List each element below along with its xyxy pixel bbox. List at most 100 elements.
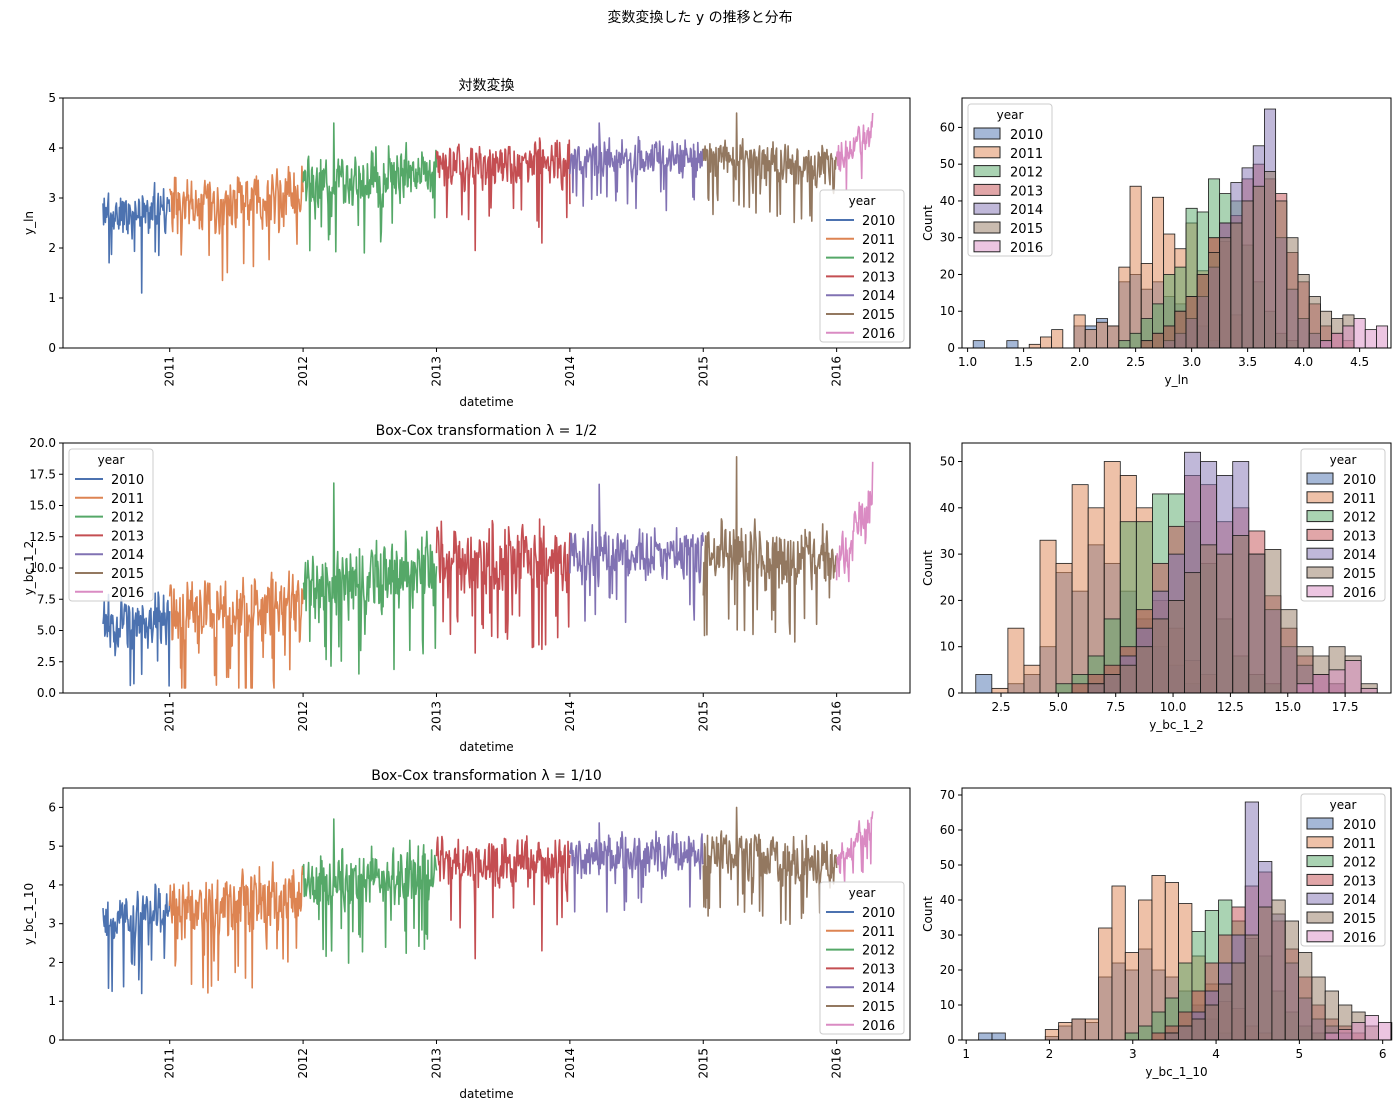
legend-title: year: [849, 194, 876, 208]
series-line-2011: [168, 570, 304, 689]
hist-bar-2016: [1360, 687, 1378, 694]
hist-bar-2015: [1311, 976, 1326, 1041]
x-axis-label: datetime: [459, 395, 513, 409]
line-axes-frame: [62, 97, 911, 349]
series-line-2013: [435, 137, 571, 252]
hist-bar-2015: [1087, 683, 1105, 694]
hist-bar-2015: [1164, 1032, 1179, 1041]
legend-label-2016: 2016: [111, 586, 144, 601]
y-tick-label: 17.5: [29, 467, 56, 481]
y-tick-label: 2.5: [37, 655, 56, 669]
x-tick-label: 17.5: [1332, 700, 1359, 714]
hist-bar-2011: [1028, 343, 1041, 349]
hist-bar-2016: [1296, 683, 1314, 694]
legend-swatch-2011: [1306, 491, 1334, 504]
legend-frame: [967, 103, 1053, 257]
legend-swatch-2015: [973, 221, 1001, 234]
hist-bar-2010: [972, 340, 985, 349]
x-tick-label: 4.5: [1350, 355, 1369, 369]
y-tick-label: 60: [940, 120, 955, 134]
legend-label-2013: 2013: [862, 962, 895, 977]
y-tick-label: 2: [48, 241, 56, 255]
legend-swatch-2015: [1306, 566, 1334, 579]
x-tick-label: 2016: [830, 356, 844, 387]
hist-bar-2011: [1118, 266, 1131, 349]
legend-label-2013: 2013: [862, 270, 895, 285]
series-line-2012: [302, 122, 438, 254]
legend-swatch-2014: [1306, 547, 1334, 560]
hist-bar-2011: [1138, 899, 1153, 1041]
y-tick-label: 60: [940, 823, 955, 837]
legend-label-2012: 2012: [862, 252, 895, 267]
x-tick-label: 2011: [163, 701, 177, 732]
hist-bar-2015: [1280, 609, 1298, 694]
hist-bar-2015: [1184, 572, 1201, 694]
hist-bar-2015: [1231, 962, 1246, 1041]
y-tick-label: 20: [940, 267, 955, 281]
hist-bar-2010: [975, 674, 993, 694]
hist-bar-2016: [1376, 325, 1389, 349]
legend-label-2013: 2013: [1343, 529, 1376, 544]
hist-bar-2011: [1055, 562, 1073, 694]
series-line-2016: [835, 112, 874, 191]
y-axis-label: y_ln: [22, 211, 36, 235]
line-axes-frame: [62, 787, 911, 1041]
x-tick-label: 1: [962, 1047, 970, 1061]
hist-bar-2015: [1271, 899, 1286, 1041]
legend-label-2010: 2010: [862, 214, 895, 229]
hist-bar-2015: [1191, 1018, 1206, 1041]
hist-bars-group: [978, 801, 1393, 1041]
legend-label-2011: 2011: [862, 925, 895, 940]
legend-label-2010: 2010: [862, 906, 895, 921]
x-tick-label: 2014: [563, 356, 577, 387]
y-tick-label: 1: [48, 291, 56, 305]
series-line-2016: [835, 461, 874, 583]
legend-label-2012: 2012: [1010, 166, 1043, 181]
hist-bar-2015: [1196, 274, 1209, 349]
hist-bar-2016: [1328, 669, 1346, 694]
hist-bar-2011: [1073, 314, 1086, 349]
legend-label-2016: 2016: [1343, 586, 1376, 601]
legend-label-2015: 2015: [862, 1000, 895, 1015]
hist-bar-2011: [1051, 329, 1064, 349]
legend-swatch-2016: [1306, 585, 1334, 598]
x-tick-label: 2015: [696, 1048, 710, 1079]
legend-label-2016: 2016: [862, 1019, 895, 1034]
x-tick-label: 5.0: [1049, 700, 1068, 714]
x-tick-label: 2016: [830, 701, 844, 732]
x-axis-label: y_bc_1_10: [1145, 1065, 1207, 1079]
y-tick-label: 6: [48, 800, 56, 814]
legend-label-2013: 2013: [1010, 184, 1043, 199]
y-tick-label: 40: [940, 501, 955, 515]
legend-swatch-2012: [973, 165, 1001, 178]
legend-label-2016: 2016: [1010, 241, 1043, 256]
legend-label-2015: 2015: [1343, 567, 1376, 582]
legend-frame: [1300, 448, 1386, 602]
hist-bar-2016: [1312, 674, 1330, 694]
series-line-2012: [302, 482, 438, 675]
hist-bar-2015: [1204, 1004, 1219, 1041]
series-line-2010: [102, 181, 171, 294]
hist-bar-2012: [1129, 332, 1142, 349]
y-tick-label: 0: [947, 341, 955, 355]
x-tick-label: 2013: [429, 1048, 443, 1079]
hist-bar-2013: [1071, 683, 1089, 694]
y-tick-label: 10: [940, 304, 955, 318]
hist-bar-2011: [1124, 952, 1139, 1041]
hist-bar-2016: [1342, 325, 1355, 349]
legend-label-2012: 2012: [1343, 856, 1376, 871]
line-series-group: [102, 806, 874, 995]
y-tick-label: 3: [48, 191, 56, 205]
legend-label-2015: 2015: [1010, 222, 1043, 237]
series-line-2015: [702, 112, 838, 224]
hist-bar-2015: [1174, 310, 1187, 349]
hist-bar-2012: [1118, 340, 1131, 349]
legend-frame: [819, 881, 905, 1035]
hist-bar-2015: [1219, 237, 1232, 349]
hist-bar-2015: [1308, 296, 1321, 349]
y-tick-label: 50: [940, 858, 955, 872]
legend-swatch-2016: [1306, 930, 1334, 943]
y-axis-label: Count: [921, 896, 935, 932]
